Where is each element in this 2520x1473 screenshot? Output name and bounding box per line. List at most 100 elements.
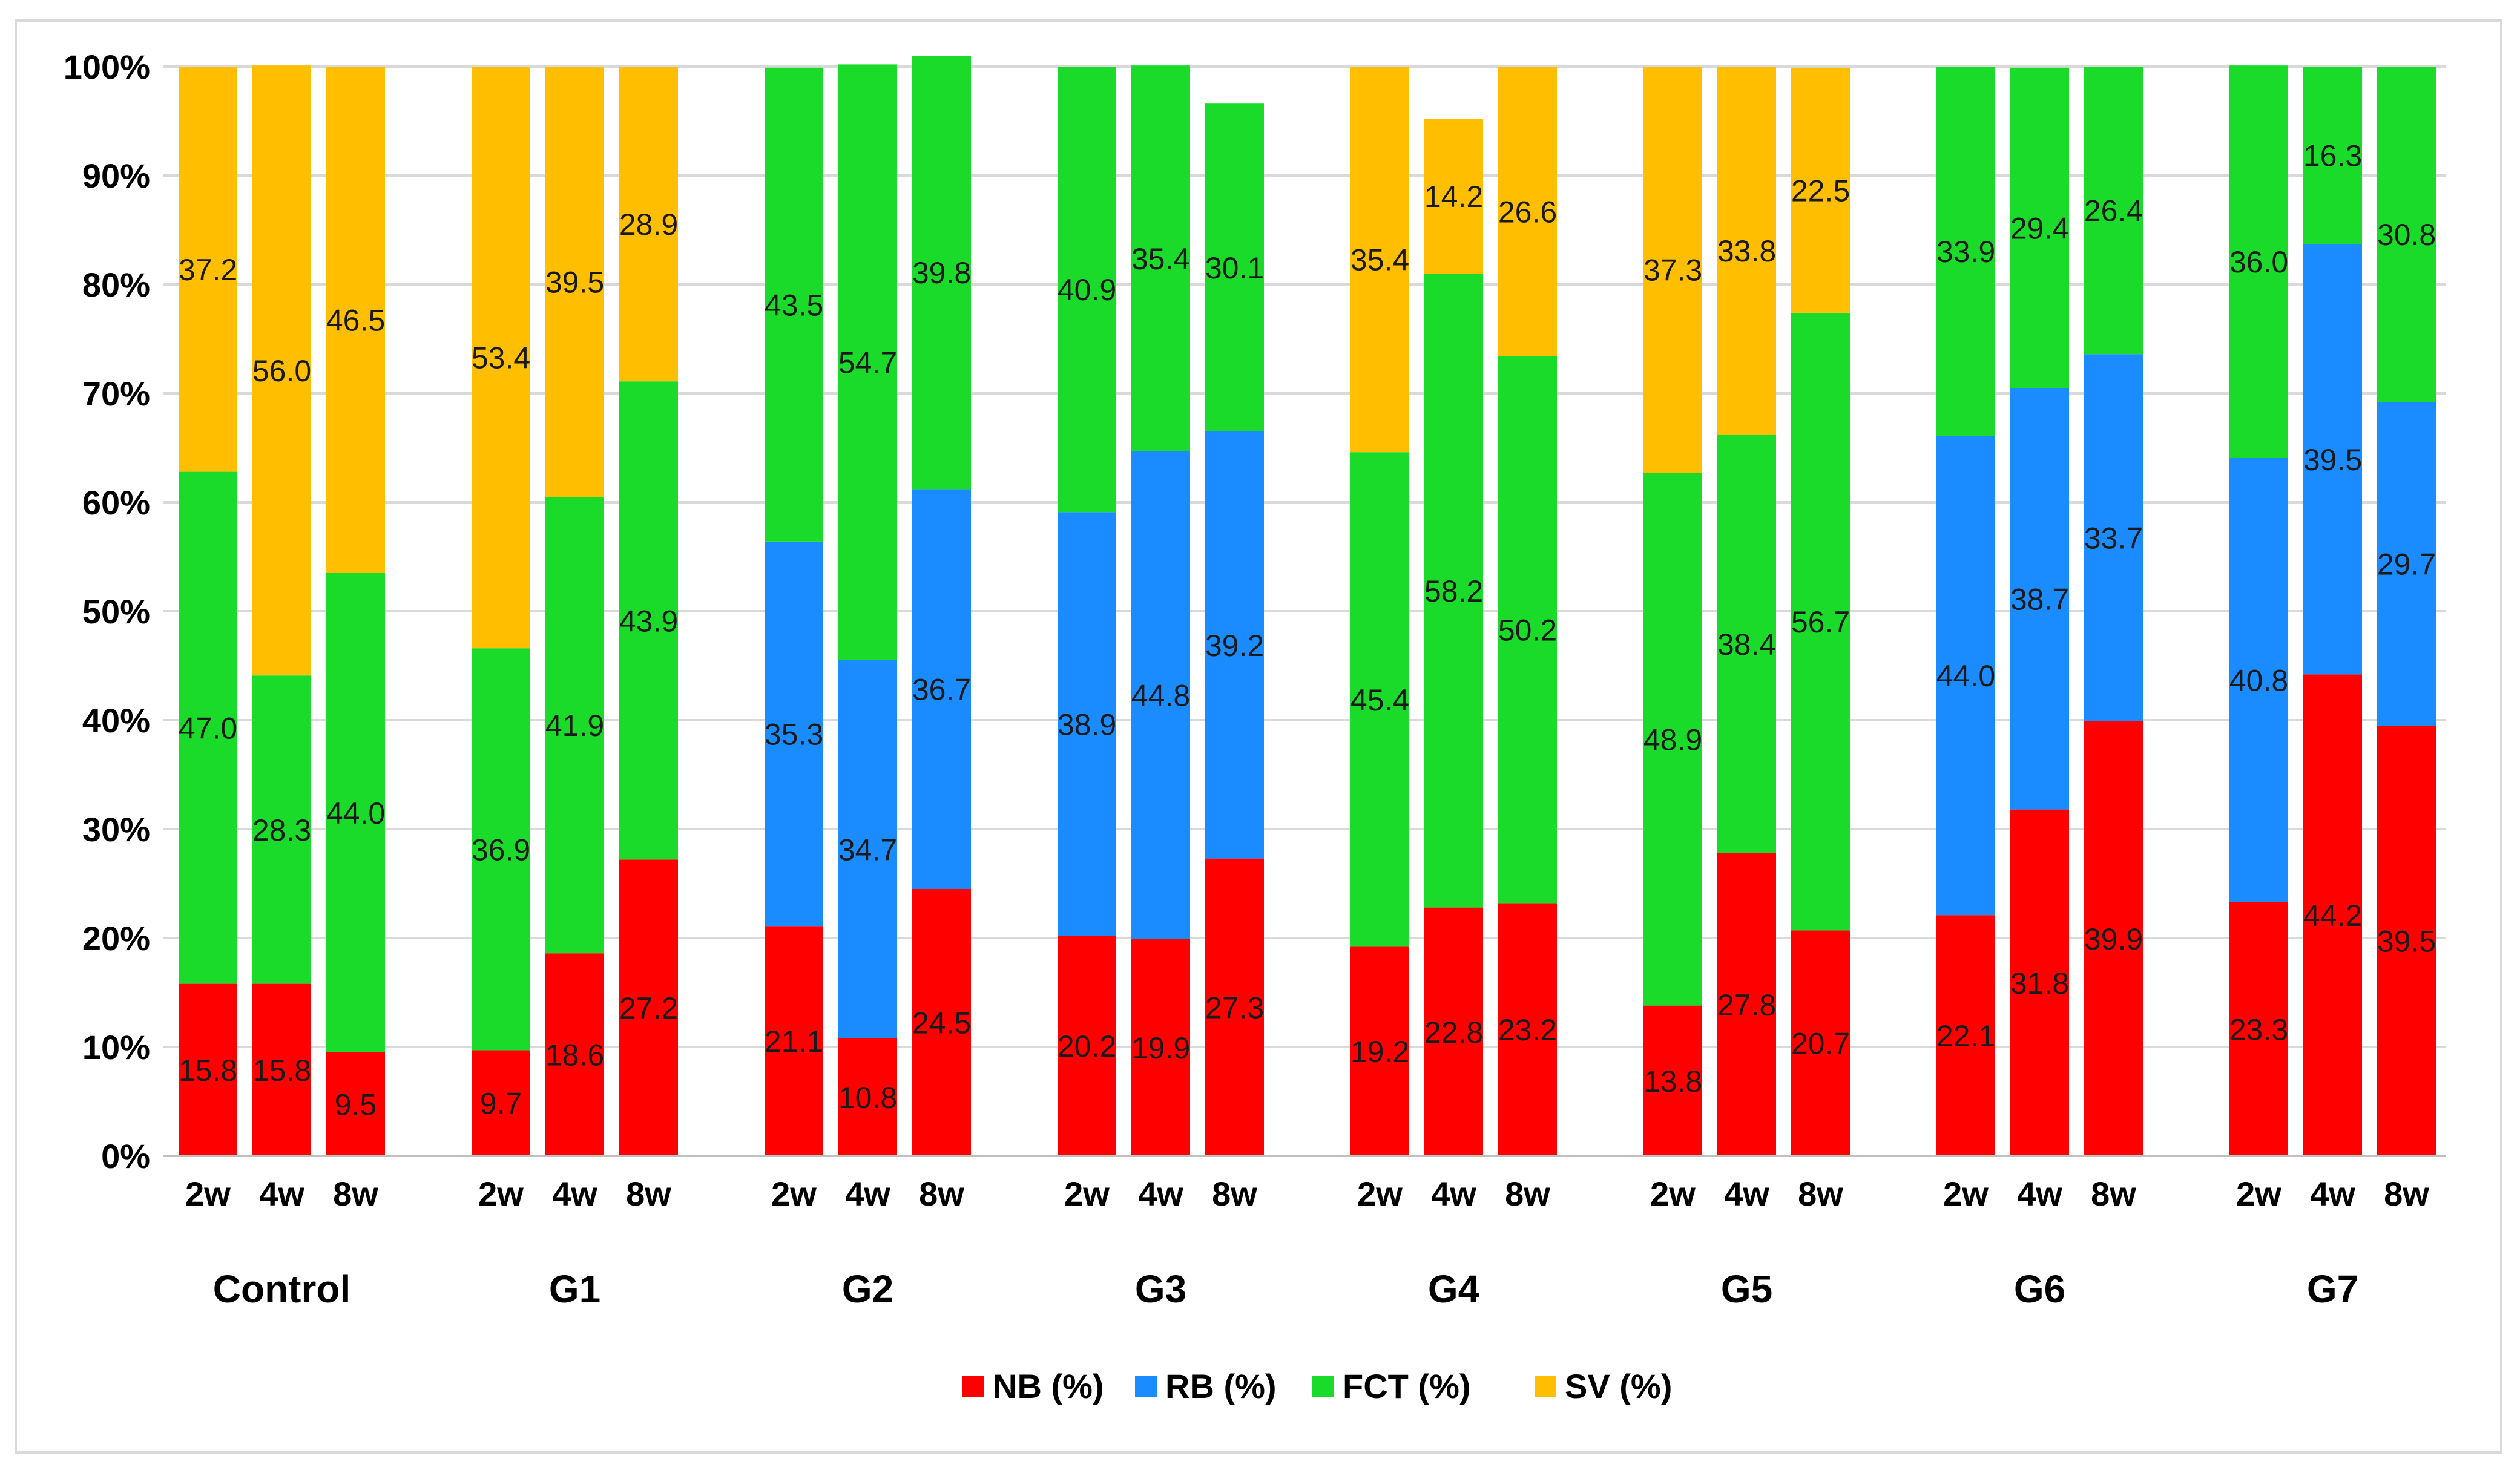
data-label: 19.9: [1131, 1031, 1190, 1065]
legend-label-sv: SV (%): [1565, 1367, 1672, 1405]
bar-segment-g7-4w-rb: [2303, 244, 2362, 675]
bar-segment-g1-8w-nb: [619, 859, 678, 1156]
bar-segment-g1-8w-sv: [619, 67, 678, 382]
data-labels: 15.8 47.0 37.2 15.8 28.3 56.0 9.5 44.0 46.5 9.7 36…: [179, 139, 2436, 1122]
x-tick-label-2w: 2w: [2236, 1175, 2281, 1213]
data-label: 23.2: [1498, 1013, 1557, 1047]
y-tick-label: 40%: [82, 701, 150, 740]
x-tick-label-2w: 2w: [1357, 1175, 1403, 1213]
bar-segment-g4-8w-nb: [1498, 903, 1557, 1156]
legend: NB (%) RB (%) FCT (%) SV (%): [962, 1367, 1672, 1405]
data-label: 50.2: [1498, 614, 1557, 648]
bar-segment-g3-4w-fct: [1131, 65, 1190, 451]
bar-segment-g5-2w-nb: [1643, 1005, 1702, 1156]
data-label: 35.4: [1131, 242, 1190, 276]
data-label: 27.2: [619, 991, 678, 1025]
bar-segment-g3-8w-rb: [1205, 431, 1264, 859]
data-label: 39.5: [545, 266, 604, 300]
group-label-g3: G3: [1135, 1267, 1186, 1311]
data-label: 26.6: [1498, 195, 1557, 229]
bar-segment-control-2w-sv: [179, 67, 237, 472]
data-label: 20.2: [1058, 1029, 1116, 1063]
legend-swatch-nb: [962, 1376, 984, 1397]
group-label-g2: G2: [842, 1267, 893, 1311]
bar-segment-g7-2w-nb: [2229, 902, 2288, 1156]
data-label: 44.0: [1936, 659, 1995, 693]
data-label: 23.3: [2229, 1012, 2288, 1046]
data-label: 39.5: [2303, 443, 2362, 477]
bar-segment-g7-8w-fct: [2377, 67, 2436, 402]
bar-segment-g1-2w-fct: [472, 648, 530, 1051]
x-tick-label-2w: 2w: [1943, 1175, 1989, 1213]
bar-segment-g2-2w-rb: [765, 541, 823, 927]
legend-swatch-sv: [1535, 1376, 1556, 1397]
data-label: 28.9: [619, 208, 678, 241]
x-tick-label-8w: 8w: [1212, 1175, 1257, 1213]
bar-segment-g2-4w-nb: [838, 1038, 897, 1156]
y-tick-label: 30%: [82, 810, 150, 848]
group-label-g5: G5: [1721, 1267, 1772, 1311]
bar-segment-control-4w-sv: [252, 65, 311, 676]
bar-segment-g4-2w-fct: [1350, 452, 1409, 947]
y-tick-label: 100%: [64, 48, 150, 86]
data-label: 45.4: [1350, 683, 1409, 717]
data-label: 39.8: [912, 256, 971, 290]
y-tick-label: 80%: [82, 266, 150, 304]
data-label: 56.0: [252, 354, 311, 388]
data-label: 39.9: [2084, 922, 2143, 956]
x-tick-label-4w: 4w: [1724, 1175, 1769, 1213]
y-tick-label: 60%: [82, 484, 150, 522]
data-label: 38.9: [1058, 707, 1116, 741]
data-label: 44.8: [1131, 679, 1190, 713]
bar-segment-g3-2w-rb: [1058, 512, 1116, 936]
data-label: 48.9: [1643, 723, 1702, 757]
data-label: 22.8: [1424, 1015, 1483, 1049]
data-label: 24.5: [912, 1006, 971, 1040]
data-label: 33.8: [1717, 234, 1776, 268]
data-label: 40.9: [1058, 273, 1116, 307]
bar-segment-g4-2w-nb: [1350, 946, 1409, 1156]
y-tick-label: 50%: [82, 592, 150, 631]
y-tick-label: 90%: [82, 157, 150, 195]
bar-segment-g1-2w-sv: [472, 67, 530, 649]
data-label: 35.3: [765, 718, 823, 752]
bar-segment-control-8w-nb: [326, 1052, 385, 1156]
bar-segment-g2-8w-rb: [912, 489, 971, 889]
data-label: 29.4: [2010, 211, 2069, 245]
data-label: 43.9: [619, 604, 678, 638]
data-label: 30.8: [2377, 218, 2436, 252]
bar-segment-g2-8w-nb: [912, 889, 971, 1156]
bar-segment-g4-4w-nb: [1424, 907, 1483, 1156]
bar-segment-g7-8w-rb: [2377, 402, 2436, 726]
bar-segment-g6-8w-fct: [2084, 67, 2143, 355]
data-label: 36.7: [912, 673, 971, 707]
data-label: 33.9: [1936, 235, 1995, 269]
data-label: 26.4: [2084, 194, 2143, 228]
data-label: 37.2: [179, 253, 237, 287]
data-label: 21.1: [765, 1025, 823, 1058]
data-label: 33.7: [2084, 522, 2143, 556]
bar-segment-g6-2w-nb: [1936, 915, 1995, 1156]
bar-segment-control-4w-fct: [252, 675, 311, 984]
data-label: 36.0: [2229, 245, 2288, 279]
bar-segment-g3-4w-nb: [1131, 939, 1190, 1156]
bar-segment-g7-2w-fct: [2229, 65, 2288, 458]
legend-swatch-fct: [1312, 1376, 1334, 1397]
x-tick-label-4w: 4w: [552, 1175, 597, 1213]
bar-segment-g3-8w-nb: [1205, 858, 1264, 1156]
legend-label-fct: FCT (%): [1343, 1367, 1471, 1405]
data-label: 39.2: [1205, 629, 1264, 663]
x-tick-label-8w: 8w: [919, 1175, 964, 1213]
x-tick-label-4w: 4w: [2017, 1175, 2062, 1213]
data-label: 34.7: [838, 833, 897, 867]
bar-segment-g5-4w-fct: [1717, 435, 1776, 853]
data-label: 15.8: [179, 1054, 237, 1088]
x-tick-label-2w: 2w: [1650, 1175, 1696, 1213]
bar-segment-control-2w-fct: [179, 471, 237, 984]
x-tick-label-2w: 2w: [771, 1175, 817, 1213]
data-label: 46.5: [326, 304, 385, 338]
group-label-g4: G4: [1428, 1267, 1480, 1311]
data-label: 18.6: [545, 1038, 604, 1072]
bar-segment-g7-8w-nb: [2377, 726, 2436, 1156]
axes: 0% 10% 20% 30% 40% 50% 60% 70% 80% 90% 100% 2w 4w 8w C…: [64, 48, 2446, 1311]
